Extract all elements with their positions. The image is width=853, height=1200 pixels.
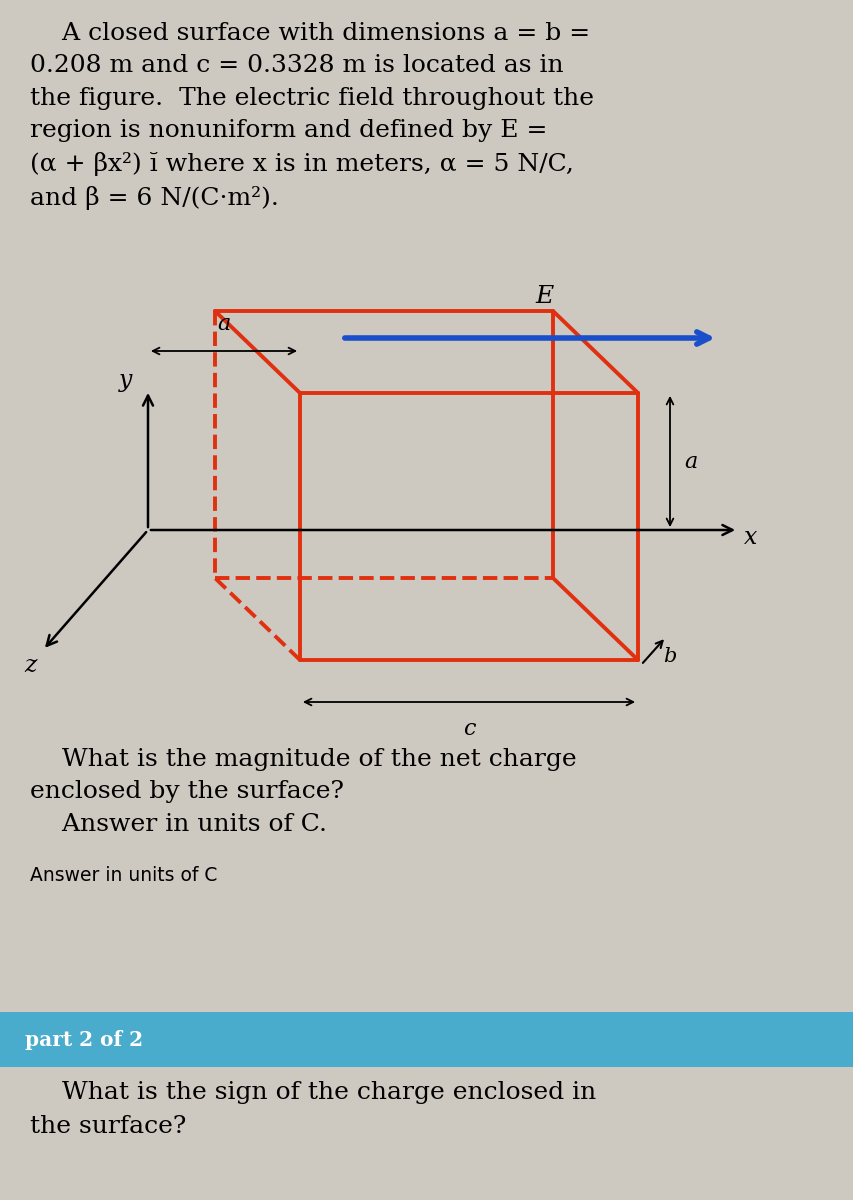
Text: x: x: [744, 527, 757, 550]
Text: the surface?: the surface?: [30, 1115, 186, 1138]
Text: a: a: [218, 313, 230, 335]
Text: b: b: [662, 648, 676, 666]
Text: z: z: [24, 654, 36, 677]
Text: part 2 of 2: part 2 of 2: [25, 1030, 142, 1050]
Text: c: c: [462, 718, 474, 740]
Text: Answer in units of C: Answer in units of C: [30, 866, 218, 886]
Text: A closed surface with dimensions a = b =
0.208 m and c = 0.3328 m is located as : A closed surface with dimensions a = b =…: [30, 22, 594, 210]
FancyBboxPatch shape: [0, 1012, 853, 1067]
Text: E: E: [535, 284, 554, 308]
Text: What is the sign of the charge enclosed in: What is the sign of the charge enclosed …: [30, 1081, 595, 1104]
Text: What is the magnitude of the net charge
enclosed by the surface?
    Answer in u: What is the magnitude of the net charge …: [30, 748, 576, 835]
Text: y: y: [119, 368, 132, 391]
Text: a: a: [683, 450, 696, 473]
